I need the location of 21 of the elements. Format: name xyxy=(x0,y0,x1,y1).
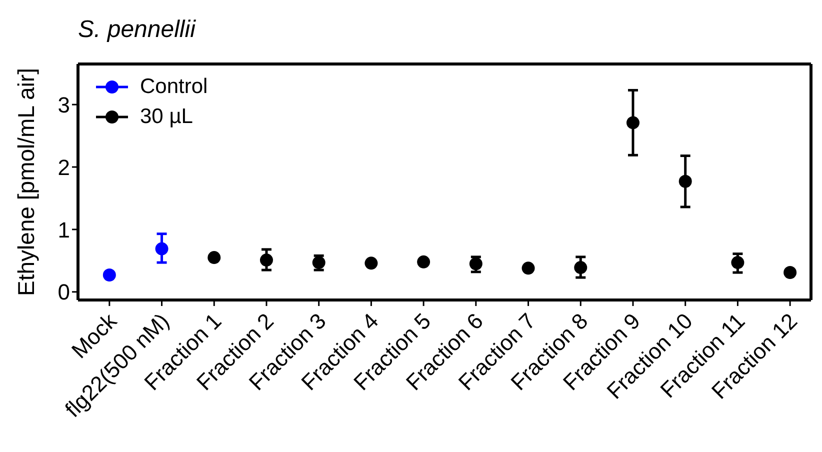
point xyxy=(678,174,692,188)
y-tick-label: 0 xyxy=(58,280,70,305)
point xyxy=(469,257,482,270)
legend-label: 30 µL xyxy=(140,105,193,129)
point xyxy=(731,256,744,270)
y-tick-label: 2 xyxy=(58,154,70,180)
point xyxy=(102,268,116,282)
point xyxy=(155,242,168,256)
point xyxy=(208,251,221,264)
point xyxy=(626,116,640,130)
chart-title: S. pennellii xyxy=(78,16,196,44)
point xyxy=(522,262,535,275)
y-tick-label: 3 xyxy=(58,92,70,118)
point xyxy=(260,254,273,267)
point xyxy=(574,261,588,274)
y-axis-title: Ethylene [pmol/mL air] xyxy=(13,68,39,296)
legend-label: Control xyxy=(140,75,208,99)
y-tick-label: 1 xyxy=(58,217,70,242)
point xyxy=(784,266,797,280)
point xyxy=(417,255,430,268)
point xyxy=(364,256,378,270)
